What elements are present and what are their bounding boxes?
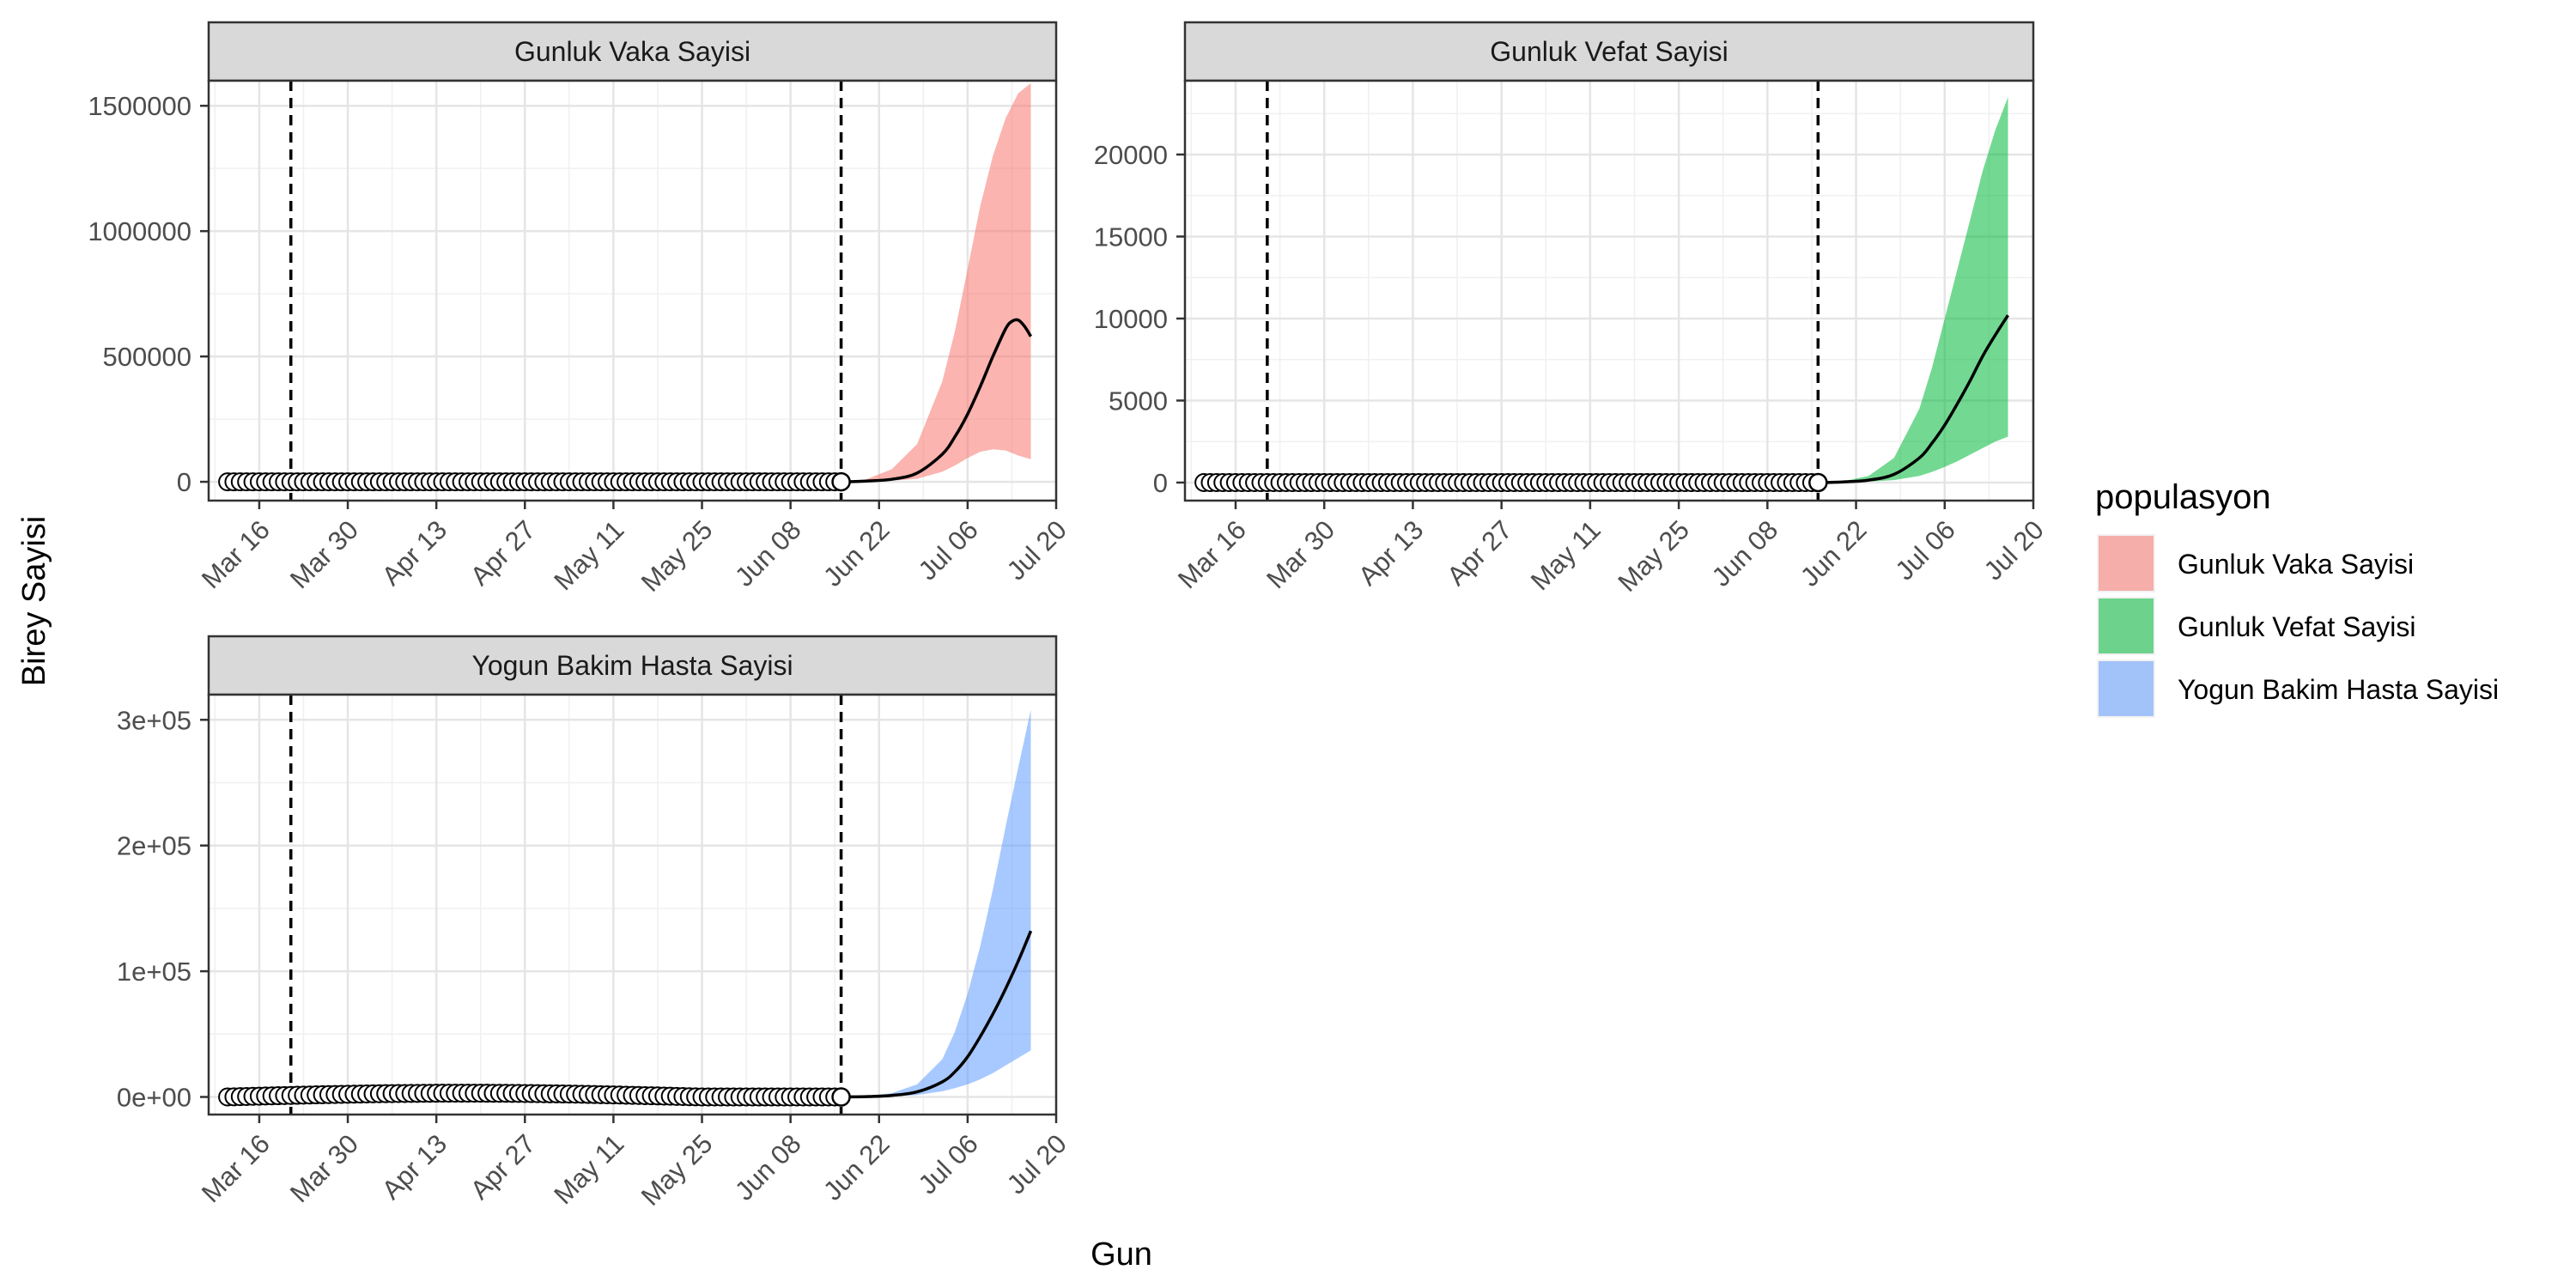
legend-swatch — [2099, 536, 2154, 591]
data-point — [831, 471, 851, 492]
x-tick-label: Jun 22 — [817, 1128, 896, 1206]
forecast-band — [1818, 97, 2008, 483]
y-tick-label: 0e+00 — [117, 1083, 191, 1113]
x-tick-label: Jul 20 — [1001, 514, 1072, 586]
x-tick-label: May 11 — [1525, 514, 1607, 596]
y-tick-label: 0 — [1153, 468, 1168, 498]
legend-swatch — [2099, 598, 2154, 653]
x-tick-label: Apr 27 — [1441, 514, 1517, 591]
facet-title: Gunluk Vefat Sayisi — [1490, 36, 1728, 67]
panel-background — [1185, 81, 2033, 501]
legend-item: Yogun Bakim Hasta Sayisi — [2097, 659, 2499, 718]
x-tick-label: Apr 13 — [376, 514, 453, 591]
median-line — [841, 930, 1033, 1099]
y-tick-label: 15000 — [1094, 222, 1168, 252]
data-point — [831, 1087, 851, 1107]
x-tick-label: Apr 27 — [465, 1128, 541, 1205]
x-tick-label: Apr 27 — [465, 514, 541, 591]
x-tick-label: Jun 08 — [729, 514, 807, 592]
y-tick-label: 20000 — [1094, 140, 1168, 170]
median-line — [841, 318, 1033, 483]
x-tick-label: Jul 06 — [913, 1128, 984, 1200]
x-tick-label: Mar 16 — [1172, 514, 1252, 594]
x-tick-label: Jun 22 — [817, 514, 896, 592]
facet-panel: Gunluk Vefat Sayisi 0 5000 10000 15000 20000 M… — [1094, 21, 2050, 598]
panel-border — [207, 693, 1058, 1116]
facet-panel: Yogun Bakim Hasta Sayisi 0e+00 1e+05 2e+05 3… — [117, 635, 1072, 1212]
legend-title: populasyon — [2095, 478, 2271, 516]
legend-label: Gunluk Vefat Sayisi — [2178, 611, 2415, 642]
x-tick-label: Jul 06 — [913, 514, 984, 586]
panel-background — [209, 81, 1056, 501]
y-tick-label: 1e+05 — [117, 957, 191, 987]
x-axis-title: Gun — [1091, 1236, 1152, 1273]
facet-title: Yogun Bakim Hasta Sayisi — [471, 650, 793, 681]
x-tick-label: Apr 13 — [1352, 514, 1429, 591]
y-tick-label: 2e+05 — [117, 831, 191, 861]
panel-border — [1183, 79, 2035, 502]
x-tick-label: Apr 13 — [376, 1128, 453, 1205]
x-tick-label: Mar 16 — [196, 514, 276, 594]
x-tick-label: May 11 — [548, 514, 629, 596]
y-tick-label: 1500000 — [88, 91, 191, 121]
x-tick-label: May 25 — [635, 1128, 719, 1212]
legend: populasyon Gunluk Vaka Sayisi Gunluk Vefat… — [2095, 478, 2499, 718]
x-tick-label: Jun 22 — [1795, 514, 1873, 592]
median-line — [1818, 314, 2009, 484]
legend-label: Gunluk Vaka Sayisi — [2178, 549, 2414, 580]
y-tick-label: 500000 — [103, 342, 191, 372]
x-tick-label: Mar 30 — [284, 514, 364, 594]
y-tick-label: 0 — [177, 467, 191, 497]
facet-panels: Gunluk Vaka Sayisi 0 500000 1000000 1500000 M… — [88, 21, 2050, 1212]
x-tick-label: Mar 30 — [1261, 514, 1340, 594]
facet-panel: Gunluk Vaka Sayisi 0 500000 1000000 1500000 M… — [88, 21, 1072, 598]
legend-item: Gunluk Vaka Sayisi — [2097, 534, 2414, 592]
legend-item: Gunluk Vefat Sayisi — [2097, 597, 2415, 655]
x-tick-label: Mar 16 — [196, 1128, 276, 1208]
y-axis-title: Birey Sayisi — [16, 516, 52, 687]
facet-title: Gunluk Vaka Sayisi — [514, 36, 750, 67]
x-tick-label: Jul 06 — [1889, 514, 1960, 586]
observed-points — [218, 1084, 851, 1107]
y-tick-label: 1000000 — [88, 216, 191, 246]
facet-strip — [207, 21, 1058, 82]
legend-label: Yogun Bakim Hasta Sayisi — [2178, 674, 2499, 705]
y-tick-label: 10000 — [1094, 304, 1168, 334]
facet-strip — [207, 635, 1058, 696]
x-tick-label: May 11 — [548, 1128, 629, 1210]
x-tick-label: Jun 08 — [729, 1128, 807, 1206]
x-tick-label: May 25 — [1612, 514, 1695, 598]
panel-background — [209, 695, 1056, 1115]
legend-swatch — [2099, 661, 2154, 716]
observed-points — [218, 472, 851, 492]
data-point — [1808, 472, 1828, 493]
x-tick-label: Mar 30 — [284, 1128, 364, 1208]
x-tick-label: Jun 08 — [1706, 514, 1784, 592]
y-tick-label: 3e+05 — [117, 705, 191, 735]
panel-border — [207, 79, 1058, 502]
forecast-band — [841, 709, 1031, 1097]
x-tick-label: Jul 20 — [1001, 1128, 1072, 1200]
observed-points — [1194, 472, 1828, 492]
x-tick-label: May 25 — [635, 514, 719, 598]
y-tick-label: 5000 — [1109, 386, 1168, 416]
x-tick-label: Jul 20 — [1978, 514, 2050, 586]
